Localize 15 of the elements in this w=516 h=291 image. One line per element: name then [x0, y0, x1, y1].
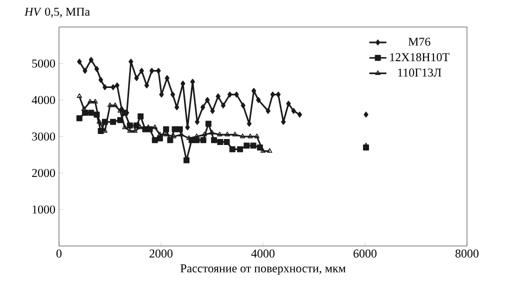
x-tick-label: 2000 — [150, 250, 172, 258]
y-tick-label: 4000 — [32, 96, 56, 104]
x-tick-label: 8000 — [455, 250, 478, 258]
x-axis-title: Расстояние от поверхности, мкм — [180, 264, 346, 275]
x-tick-label: 6000 — [354, 250, 376, 258]
x-tick-label: 0 — [56, 250, 62, 258]
y-tick-label: 5000 — [32, 59, 56, 68]
y-tick-label: 2000 — [32, 168, 56, 178]
y-tick-label: 1000 — [32, 205, 56, 214]
y-tick-label: 3000 — [32, 132, 56, 141]
legend-label: 12Х18Н10Т — [390, 53, 450, 62]
legend-label: М76 — [408, 38, 430, 46]
x-tick-label: 4000 — [251, 250, 274, 258]
legend-label: 110Г13Л — [398, 68, 442, 77]
y-axis-title: HV 0,5, МПа — [24, 8, 90, 18]
